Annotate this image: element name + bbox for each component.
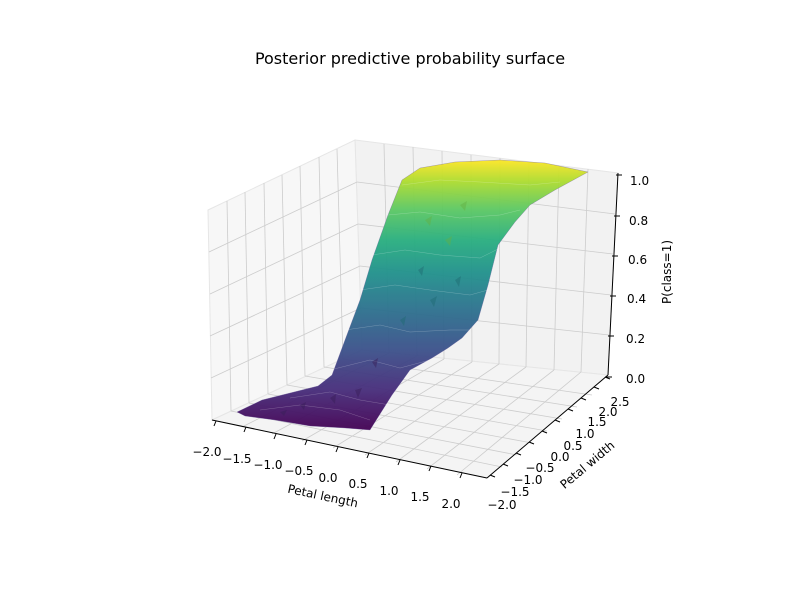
x-ticks	[213, 420, 463, 479]
x-tick-label: 1.0	[379, 484, 398, 498]
x-tick-label: −2.0	[192, 445, 221, 459]
z-axis-line	[607, 172, 619, 376]
y-tick-label: −0.5	[525, 461, 554, 475]
y-axis-line	[486, 374, 609, 479]
x-tick-label: −0.5	[284, 464, 313, 478]
y-tick-label: 0.5	[563, 439, 582, 453]
z-tick-label: 1.0	[630, 174, 649, 188]
y-tick-label: 2.5	[610, 395, 629, 409]
probability-surface	[236, 159, 589, 431]
y-tick-label: −1.5	[500, 485, 529, 499]
y-tick-label: 1.5	[587, 415, 606, 429]
y-tick-labels: −2.0 −1.5 −1.0 −0.5 0.0 0.5 1.0 1.5 2.0 …	[487, 395, 629, 512]
z-tick-label: 0.4	[627, 292, 646, 306]
y-ticks	[489, 376, 611, 478]
x-tick-label: 0.0	[318, 471, 337, 485]
z-axis-label: P(class=1)	[660, 240, 674, 304]
z-ticks	[606, 174, 622, 378]
z-tick-label: 0.6	[628, 253, 647, 267]
y-tick-label: −1.0	[513, 473, 542, 487]
grid-left	[208, 148, 362, 412]
x-axis-line	[211, 419, 488, 479]
surface-noise	[280, 358, 378, 416]
z-tick-label: 0.0	[626, 372, 645, 386]
z-tick-label: 0.2	[626, 332, 645, 346]
chart-title: Posterior predictive probability surface	[255, 49, 565, 68]
x-tick-label: −1.5	[222, 452, 251, 466]
z-tick-label: 0.8	[629, 214, 648, 228]
y-tick-label: 0.0	[550, 450, 569, 464]
x-tick-label: 1.5	[410, 490, 429, 504]
x-tick-label: 0.5	[348, 477, 367, 491]
x-tick-labels: −2.0 −1.5 −1.0 −0.5 0.0 0.5 1.0 1.5 2.0	[192, 445, 460, 511]
y-tick-label: −2.0	[487, 498, 516, 512]
y-tick-label: 1.0	[575, 427, 594, 441]
y-tick-label: 2.0	[598, 405, 617, 419]
x-tick-label: 2.0	[441, 497, 460, 511]
z-tick-labels: 0.0 0.2 0.4 0.6 0.8 1.0	[626, 174, 649, 386]
x-tick-label: −1.0	[253, 458, 282, 472]
